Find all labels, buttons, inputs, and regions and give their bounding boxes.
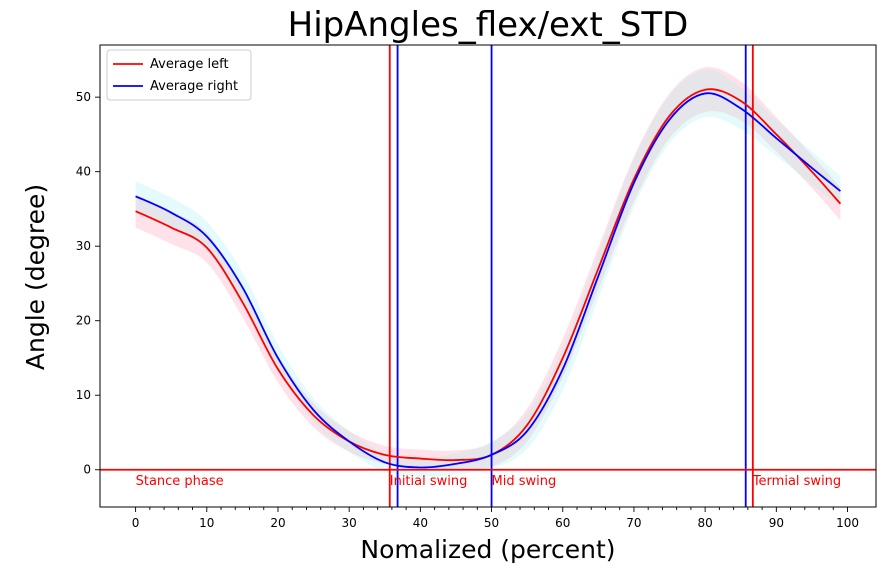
legend-label-right: Average right (150, 79, 238, 94)
x-tick-label: 80 (697, 516, 712, 530)
x-tick-label: 40 (413, 516, 428, 530)
y-tick-label: 40 (76, 165, 91, 179)
x-tick-label: 90 (769, 516, 784, 530)
x-tick-label: 50 (484, 516, 499, 530)
plot-frame (99, 44, 877, 508)
x-tick-label: 100 (836, 516, 859, 530)
y-tick-label: 20 (76, 314, 91, 328)
series-lines (135, 88, 842, 469)
x-tick-label: 60 (555, 516, 570, 530)
x-axis: 0 10 20 30 40 50 60 70 80 90 100 (132, 507, 859, 530)
y-tick-label: 10 (76, 388, 91, 402)
x-tick-label: 0 (132, 516, 140, 530)
std-bands (135, 67, 841, 477)
phase-annotations: Stance phase Initial swing Mid swing Termia… (136, 474, 842, 489)
x-tick-label: 70 (626, 516, 641, 530)
x-tick-label: 10 (199, 516, 214, 530)
chart-title: HipAngles_flex/ext_STD (288, 5, 689, 45)
std-band-0 (135, 67, 841, 471)
y-axis: 0 10 20 30 40 50 (76, 90, 100, 477)
legend: Average left Average right (106, 49, 252, 101)
x-tick-label: 20 (270, 516, 285, 530)
legend-box (106, 49, 252, 101)
phase-label-3: Termial swing (752, 474, 841, 489)
phase-lines (388, 45, 754, 507)
x-tick-label: 30 (342, 516, 357, 530)
legend-label-left: Average left (150, 57, 229, 72)
y-tick-label: 30 (76, 239, 91, 253)
series-line-1 (135, 92, 841, 469)
y-tick-label: 0 (83, 463, 91, 477)
phase-label-2: Mid swing (492, 474, 557, 489)
y-tick-label: 50 (76, 90, 91, 104)
x-axis-label: Nomalized (percent) (360, 535, 615, 564)
y-axis-label: Angle (degree) (21, 184, 50, 370)
std-band-1 (135, 69, 841, 477)
phase-label-1: Initial swing (390, 474, 468, 489)
phase-label-0: Stance phase (136, 474, 224, 489)
